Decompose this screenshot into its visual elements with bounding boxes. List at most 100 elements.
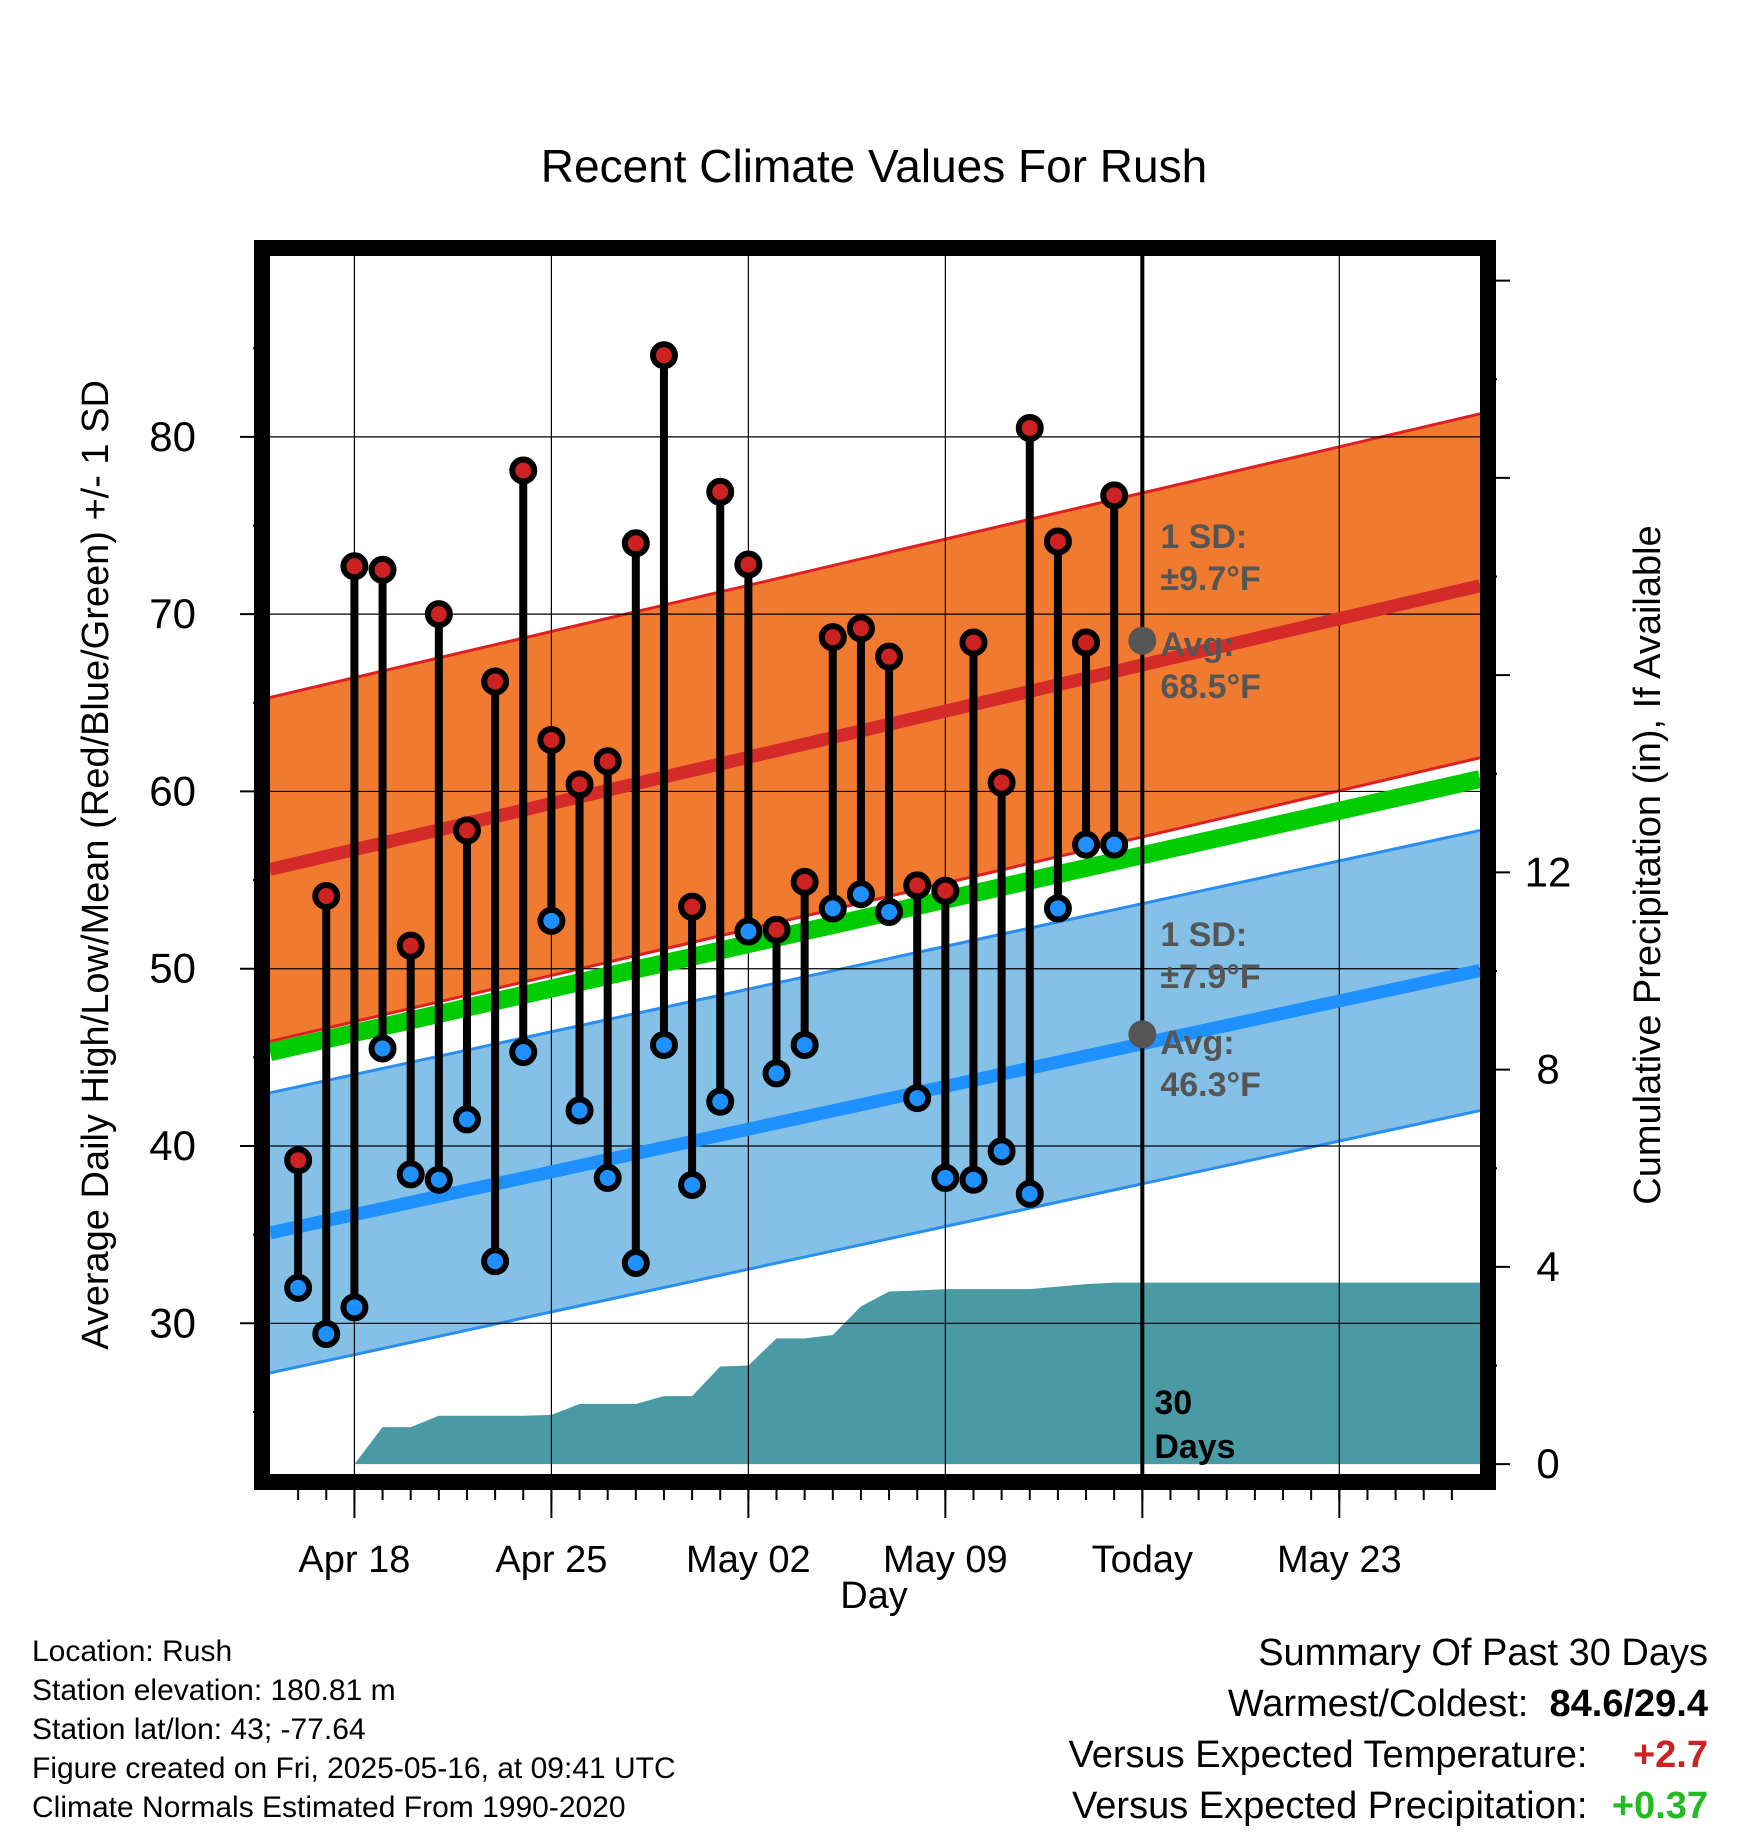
- low-point: [818, 894, 847, 923]
- x-tick-label: Apr 18: [298, 1539, 410, 1581]
- warm-cold-values: 84.6/29.4: [1549, 1683, 1709, 1725]
- left-tick-label: 70: [149, 590, 196, 637]
- low-avg-dot: [1128, 1020, 1157, 1049]
- normal-low-upper-edge: [269, 828, 1481, 1095]
- y-axis-label: Average Daily High/Low/Mean (Red/Blue/Gr…: [75, 380, 117, 1350]
- low-point: [1100, 830, 1129, 859]
- high-point: [481, 667, 510, 696]
- low-sd-value: ±7.9°F: [1160, 958, 1260, 996]
- right-tick-label: 12: [1525, 848, 1572, 895]
- low-point: [875, 897, 904, 926]
- low-point: [959, 1165, 988, 1194]
- x-tick-label: Today: [1092, 1539, 1193, 1581]
- precip-row: Versus Expected Precipitation: +0.37: [1069, 1781, 1708, 1832]
- high-point: [509, 456, 538, 485]
- low-point: [621, 1249, 650, 1278]
- low-point: [790, 1030, 819, 1059]
- high-point: [340, 552, 369, 581]
- high-point: [537, 726, 566, 755]
- right-axis: 0 4 8 12: [1480, 279, 1572, 1487]
- high-point: [903, 871, 932, 900]
- low-point: [424, 1165, 453, 1194]
- today-days-label-line: 30: [1154, 1384, 1192, 1422]
- high-point: [1043, 527, 1072, 556]
- today-days-label-line: Days: [1154, 1428, 1235, 1466]
- low-point: [706, 1087, 735, 1116]
- coldest-value: 29.4: [1634, 1683, 1708, 1725]
- climate-chart: Recent Climate Values For Rush 1 SD: ±9.7…: [75, 140, 1669, 1617]
- high-point: [621, 529, 650, 558]
- high-point: [987, 768, 1016, 797]
- low-point: [452, 1105, 481, 1134]
- high-point: [396, 931, 425, 960]
- plot-frame: [254, 240, 1496, 1490]
- low-point: [312, 1319, 341, 1348]
- temp-anomaly-value: +2.7: [1632, 1734, 1708, 1776]
- low-point: [846, 880, 875, 909]
- low-point: [396, 1160, 425, 1189]
- high-point: [678, 892, 707, 921]
- today-days-label: 30 Days: [1154, 1384, 1235, 1466]
- normal-high-lower-edge: [269, 756, 1481, 1043]
- x-tick-label: May 02: [686, 1539, 811, 1581]
- high-point: [593, 747, 622, 776]
- high-point: [818, 623, 847, 652]
- high-point: [452, 816, 481, 845]
- normal-high-upper-edge: [269, 412, 1481, 699]
- low-point: [1072, 830, 1101, 859]
- low-point: [284, 1273, 313, 1302]
- location-text: Location: Rush: [32, 1635, 233, 1668]
- high-point: [846, 614, 875, 643]
- high-point: [368, 555, 397, 584]
- created-text: Figure created on Fri, 2025-05-16, at 09…: [32, 1752, 676, 1785]
- warm-cold-label: Warmest/Coldest:: [1227, 1683, 1529, 1725]
- low-point: [1043, 894, 1072, 923]
- low-point: [1015, 1179, 1044, 1208]
- right-tick-label: 0: [1536, 1440, 1559, 1487]
- latlon-text: Station lat/lon: 43; -77.64: [32, 1713, 366, 1746]
- high-avg-dot: [1128, 626, 1157, 655]
- warmest-value: 84.6: [1549, 1683, 1624, 1725]
- low-avg-value: 46.3°F: [1160, 1066, 1261, 1104]
- high-sd-value: ±9.7°F: [1160, 560, 1260, 598]
- x-axis-label: Day: [840, 1575, 908, 1617]
- high-point: [931, 876, 960, 905]
- normal-low-lower-edge: [269, 1109, 1481, 1375]
- summary-title: Summary Of Past 30 Days: [1258, 1632, 1708, 1674]
- low-point: [987, 1137, 1016, 1166]
- low-point: [565, 1096, 594, 1125]
- high-sd-title: 1 SD:: [1160, 518, 1247, 556]
- left-tick-label: 60: [149, 767, 196, 814]
- high-point: [875, 642, 904, 671]
- station-info: Location: Rush Station elevation: 180.81…: [32, 1632, 676, 1827]
- low-point: [593, 1163, 622, 1192]
- high-point: [312, 882, 341, 911]
- low-point: [931, 1163, 960, 1192]
- low-point: [903, 1084, 932, 1113]
- low-point: [734, 917, 763, 946]
- x-tick-label: Apr 25: [495, 1539, 607, 1581]
- right-tick-label: 4: [1536, 1243, 1559, 1290]
- right-tick-label: 8: [1536, 1046, 1559, 1093]
- high-point: [424, 600, 453, 629]
- high-point: [565, 770, 594, 799]
- precip-area: [298, 1282, 1480, 1465]
- left-tick-label: 40: [149, 1122, 196, 1169]
- high-point: [649, 341, 678, 370]
- high-avg-value: 68.5°F: [1160, 668, 1261, 706]
- high-point: [1100, 481, 1129, 510]
- left-tick-label: 80: [149, 413, 196, 460]
- left-axis: 30 40 50 60 70 80: [149, 347, 270, 1413]
- high-point: [1015, 413, 1044, 442]
- warm-cold-row: Warmest/Coldest: 84.6/29.4: [1069, 1679, 1708, 1730]
- left-tick-label: 30: [149, 1299, 196, 1346]
- low-point: [762, 1059, 791, 1088]
- normal-mean-line: [268, 770, 1482, 1061]
- x-tick-label: May 23: [1277, 1539, 1402, 1581]
- low-point: [509, 1038, 538, 1067]
- x-axis: Apr 18 Apr 25 May 02 May 09 Today May 23: [297, 1488, 1453, 1581]
- left-tick-label: 50: [149, 945, 196, 992]
- high-point: [284, 1146, 313, 1175]
- y2-axis-label: Cumulative Precipitation (in), If Availa…: [1627, 525, 1669, 1204]
- precip-anomaly-value: +0.37: [1611, 1785, 1708, 1827]
